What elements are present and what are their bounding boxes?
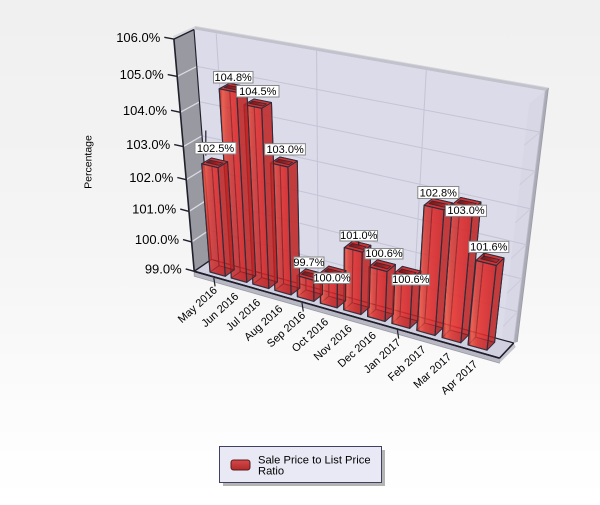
svg-text:104.8%: 104.8%	[215, 72, 253, 84]
svg-text:100.0%: 100.0%	[135, 232, 180, 247]
svg-text:Ratio: Ratio	[258, 466, 284, 478]
svg-text:103.0%: 103.0%	[447, 205, 485, 217]
svg-text:100.0%: 100.0%	[313, 272, 351, 284]
svg-text:Percentage: Percentage	[83, 135, 95, 189]
svg-text:102.5%: 102.5%	[197, 143, 235, 155]
svg-text:102.8%: 102.8%	[420, 187, 458, 199]
svg-text:101.6%: 101.6%	[470, 241, 508, 253]
svg-text:105.0%: 105.0%	[120, 67, 165, 82]
svg-text:99.7%: 99.7%	[293, 257, 324, 269]
svg-text:100.6%: 100.6%	[392, 274, 430, 286]
svg-text:106.0%: 106.0%	[116, 30, 161, 45]
svg-text:Sale Price to List Price: Sale Price to List Price	[258, 455, 371, 467]
svg-text:103.0%: 103.0%	[266, 144, 304, 156]
svg-text:103.0%: 103.0%	[126, 137, 171, 152]
svg-text:104.5%: 104.5%	[239, 86, 277, 98]
svg-text:99.0%: 99.0%	[145, 261, 182, 276]
svg-text:100.6%: 100.6%	[365, 248, 403, 260]
svg-text:104.0%: 104.0%	[123, 103, 168, 118]
svg-text:101.0%: 101.0%	[132, 202, 177, 217]
svg-text:102.0%: 102.0%	[129, 170, 174, 185]
svg-text:101.0%: 101.0%	[340, 230, 378, 242]
